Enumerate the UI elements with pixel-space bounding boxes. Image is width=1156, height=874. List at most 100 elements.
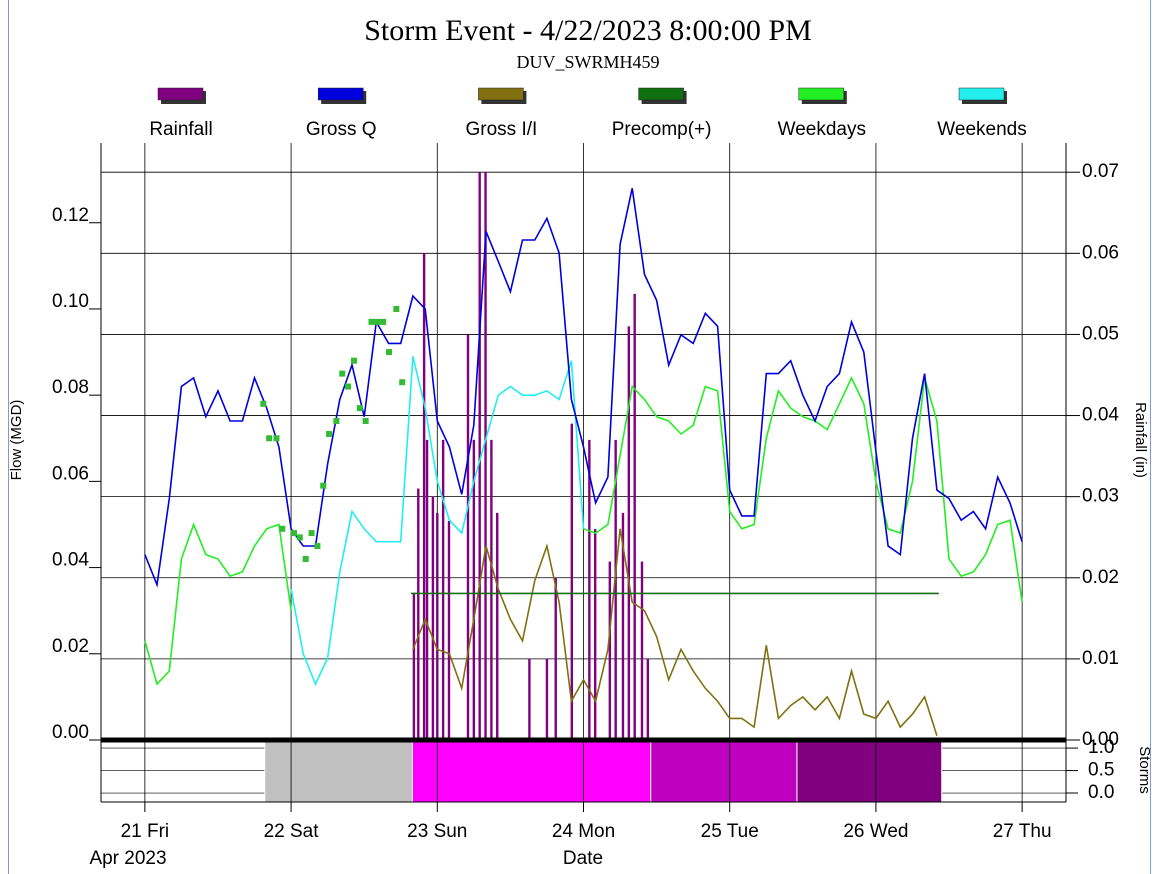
marker xyxy=(393,305,400,312)
y2-tick-label: 0.06 xyxy=(1082,242,1119,263)
marker xyxy=(333,418,340,425)
marker xyxy=(266,435,273,442)
rain-bar xyxy=(554,577,557,740)
rain-bar xyxy=(472,439,476,740)
chart-title: Storm Event - 4/22/2023 8:00:00 PM xyxy=(364,14,812,47)
storm-tick-label: 1.0 xyxy=(1088,737,1114,758)
rain-bar xyxy=(496,512,499,740)
marker xyxy=(350,357,357,364)
y-tick-label: 0.00 xyxy=(52,722,89,743)
rain-bar xyxy=(425,439,429,740)
rain-bar xyxy=(627,326,631,740)
rain-bar xyxy=(431,496,435,740)
marker xyxy=(296,534,303,541)
storm-period xyxy=(796,739,943,803)
rain-bar xyxy=(436,512,439,740)
marker xyxy=(291,530,297,537)
y-tick-label: 0.02 xyxy=(52,636,89,657)
storms-axis-title: Storms xyxy=(1136,746,1153,794)
series-line xyxy=(144,376,1023,686)
marker xyxy=(260,400,267,407)
legend-swatch xyxy=(958,87,1005,101)
marker xyxy=(380,318,387,325)
rain-bar xyxy=(588,439,591,740)
y2-tick-label: 0.00 xyxy=(1082,729,1119,750)
marker xyxy=(386,349,393,356)
storm-tick-label: 0.0 xyxy=(1088,782,1114,803)
rain-bar xyxy=(484,172,487,741)
rain-bar xyxy=(466,334,470,740)
rain-bar xyxy=(441,439,445,740)
y2-tick-label: 0.03 xyxy=(1082,486,1119,507)
y-tick-label: 0.06 xyxy=(52,463,89,484)
x-tick-label: 27 Thu xyxy=(993,821,1052,842)
y2-tick-label: 0.02 xyxy=(1082,567,1119,588)
legend-label: Gross I/I xyxy=(466,119,538,140)
rain-bar xyxy=(640,561,644,740)
y-tick-label: 0.04 xyxy=(52,550,89,571)
rain-bar xyxy=(412,593,416,740)
legend-swatch xyxy=(478,87,524,101)
rain-bar xyxy=(621,512,625,740)
series-line xyxy=(144,188,1023,588)
legend-swatch xyxy=(798,87,845,101)
rain-bar xyxy=(417,488,420,740)
marker xyxy=(326,430,333,437)
marker xyxy=(302,555,309,562)
marker xyxy=(374,318,381,325)
x-axis-title: Date xyxy=(563,848,603,869)
storm-period xyxy=(411,739,652,803)
marker xyxy=(308,530,315,537)
marker xyxy=(362,418,369,425)
x-tick-label: 21 Fri xyxy=(121,821,170,842)
marker xyxy=(368,318,375,325)
marker xyxy=(320,482,327,489)
legend-label: Precomp(+) xyxy=(612,119,712,140)
y-tick-label: 0.10 xyxy=(52,291,89,312)
x-tick-label: 24 Mon xyxy=(552,821,615,842)
storm-tick-label: 0.5 xyxy=(1088,760,1114,781)
marker xyxy=(279,525,286,532)
legend-label: Weekdays xyxy=(778,119,866,140)
marker xyxy=(356,405,363,412)
y-tick-label: 0.08 xyxy=(52,377,89,398)
rain-bar xyxy=(633,293,636,740)
rain-bar xyxy=(422,253,426,740)
legend-label: Gross Q xyxy=(306,119,377,140)
marker xyxy=(345,383,352,390)
rain-bar xyxy=(478,172,481,741)
y-tick-label: 0.12 xyxy=(52,205,89,226)
rain-bar xyxy=(447,520,451,740)
x-tick-label: 23 Sun xyxy=(407,821,467,842)
rain-bar xyxy=(646,658,650,740)
rain-bar xyxy=(593,529,597,740)
legend-swatch xyxy=(317,87,364,101)
y-axis-title: Flow (MGD) xyxy=(8,400,25,481)
storm-period xyxy=(650,739,798,803)
y2-tick-label: 0.01 xyxy=(1082,648,1119,669)
x-tick-label: 25 Tue xyxy=(701,821,759,842)
x-tick-label: 26 Wed xyxy=(843,821,908,842)
rain-bar xyxy=(614,439,617,740)
rain-bar xyxy=(545,658,549,740)
rain-bar xyxy=(570,423,574,740)
rain-bar xyxy=(490,439,493,740)
chart-subtitle: DUV_SWRMH459 xyxy=(516,52,659,72)
y2-axis-title: Rainfall (in) xyxy=(1132,402,1149,478)
y2-tick-label: 0.07 xyxy=(1082,161,1119,182)
marker xyxy=(339,370,346,377)
rain-bar xyxy=(528,658,531,740)
series-line xyxy=(290,356,585,686)
legend-swatch xyxy=(638,87,684,101)
rain-bar xyxy=(608,561,612,740)
y2-tick-label: 0.04 xyxy=(1082,405,1119,426)
marker xyxy=(399,379,406,386)
marker xyxy=(273,435,280,442)
x-tick-label: 22 Sat xyxy=(264,821,320,842)
legend-label: Rainfall xyxy=(149,119,212,140)
x-axis-subtitle: Apr 2023 xyxy=(89,848,166,869)
legend-swatch xyxy=(157,87,204,101)
y2-tick-label: 0.05 xyxy=(1082,323,1119,344)
